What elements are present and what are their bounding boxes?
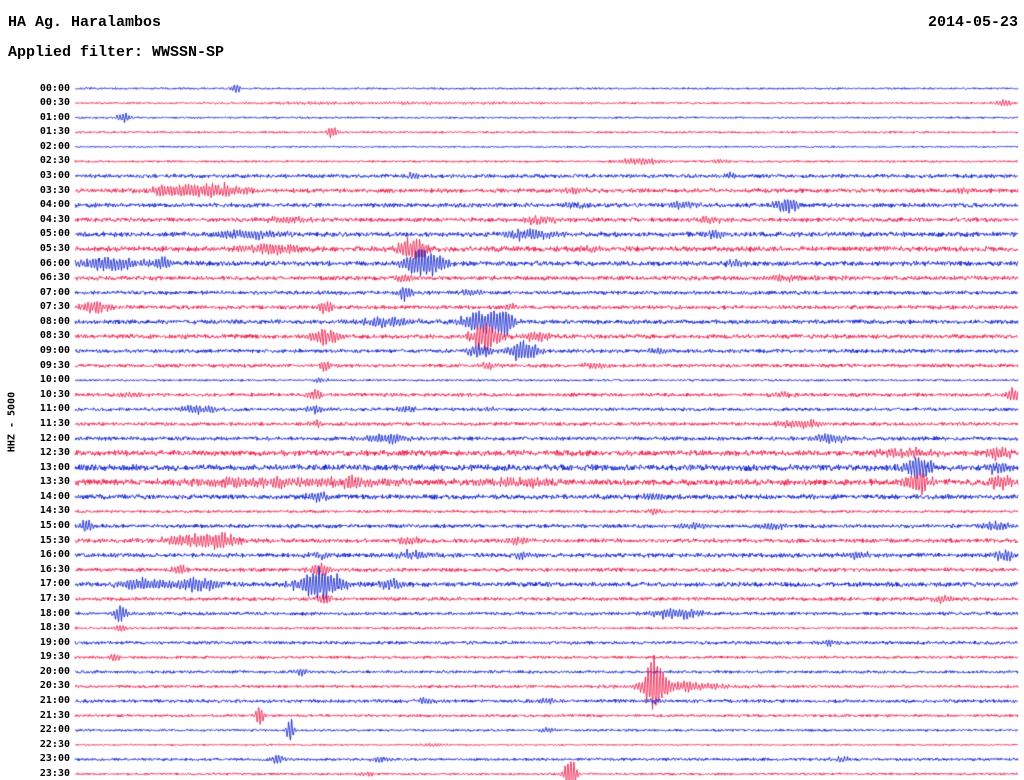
- time-label: 16:30: [39, 563, 70, 575]
- time-label: 07:00: [39, 286, 70, 298]
- time-label: 11:30: [39, 417, 70, 429]
- time-label: 22:30: [39, 738, 70, 750]
- time-label: 17:00: [39, 578, 70, 590]
- time-label: 07:30: [39, 301, 70, 313]
- time-label: 01:00: [39, 111, 70, 123]
- time-label: 23:30: [39, 767, 70, 779]
- time-label: 18:00: [39, 607, 70, 619]
- time-label: 21:30: [39, 709, 70, 721]
- station-title: HA Ag. Haralambos: [8, 14, 162, 31]
- time-label: 04:30: [39, 213, 70, 225]
- time-label: 18:30: [39, 622, 70, 634]
- time-label: 09:00: [39, 345, 70, 357]
- time-label: 13:30: [39, 476, 70, 488]
- time-label: 02:00: [39, 140, 70, 152]
- time-label: 02:30: [39, 155, 70, 167]
- time-label: 08:30: [39, 330, 70, 342]
- time-label: 15:30: [39, 534, 70, 546]
- time-label: 09:30: [39, 359, 70, 371]
- time-label: 05:30: [39, 242, 70, 254]
- time-label: 00:30: [39, 97, 70, 109]
- time-label: 14:00: [39, 490, 70, 502]
- time-label: 04:00: [39, 199, 70, 211]
- time-label: 06:00: [39, 257, 70, 269]
- time-label: 00:00: [39, 82, 70, 94]
- time-label: 19:30: [39, 651, 70, 663]
- time-label: 01:30: [39, 126, 70, 138]
- time-label: 05:00: [39, 228, 70, 240]
- time-label: 03:00: [39, 170, 70, 181]
- channel-scale-label: HHZ - 5000: [6, 391, 18, 453]
- time-label: 06:30: [39, 272, 70, 284]
- filter-label: Applied filter: WWSSN-SP: [8, 44, 225, 61]
- time-label: 10:30: [39, 388, 70, 400]
- time-label: 11:00: [39, 403, 70, 415]
- time-label: 22:00: [39, 724, 70, 736]
- time-label: 20:30: [39, 680, 70, 692]
- time-label: 21:00: [39, 695, 70, 707]
- date-label: 2014-05-23: [927, 14, 1018, 31]
- time-label: 23:00: [39, 753, 70, 765]
- time-label: 13:00: [39, 461, 70, 473]
- time-label: 12:00: [39, 432, 70, 444]
- time-label: 08:00: [39, 315, 70, 327]
- time-label: 17:30: [39, 592, 70, 604]
- time-label: 12:30: [39, 447, 70, 459]
- time-label: 16:00: [39, 549, 70, 561]
- time-label: 19:00: [39, 636, 70, 648]
- time-label: 14:30: [39, 505, 70, 517]
- time-label: 03:30: [39, 184, 70, 196]
- time-label: 15:00: [39, 520, 70, 532]
- time-label: 20:00: [39, 665, 70, 677]
- time-label: 10:00: [39, 374, 70, 386]
